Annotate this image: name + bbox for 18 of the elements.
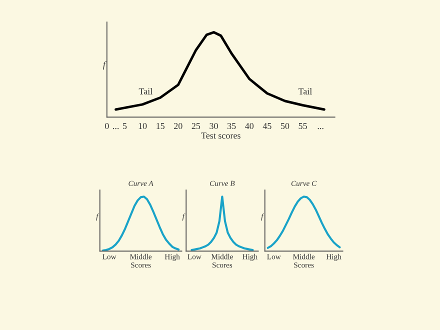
x-tick-label: 25 xyxy=(192,122,200,130)
x-axis-title: Test scores xyxy=(201,132,240,139)
x-tick-label: 50 xyxy=(280,122,290,130)
x-tick-label: 45 xyxy=(262,123,272,130)
x-tick-label: 15 xyxy=(156,123,164,130)
x-tick-label: ... xyxy=(113,128,119,130)
x-tick-label: 55 xyxy=(298,123,307,130)
x-tick-label: ... xyxy=(318,128,324,130)
x-tick-label: 10 xyxy=(138,122,147,130)
x-tick-label: 35 xyxy=(227,122,236,130)
annotation: Tail xyxy=(298,88,312,94)
x-tick-label: 40 xyxy=(245,122,254,130)
x-tick-label: 5 xyxy=(122,123,127,130)
x-tick-label: 30 xyxy=(210,122,218,130)
x-tick-label: 20 xyxy=(174,122,182,130)
annotation: Tail xyxy=(138,88,152,94)
x-tick-label: 0 xyxy=(105,122,109,130)
y-axis-title: f xyxy=(102,61,106,70)
